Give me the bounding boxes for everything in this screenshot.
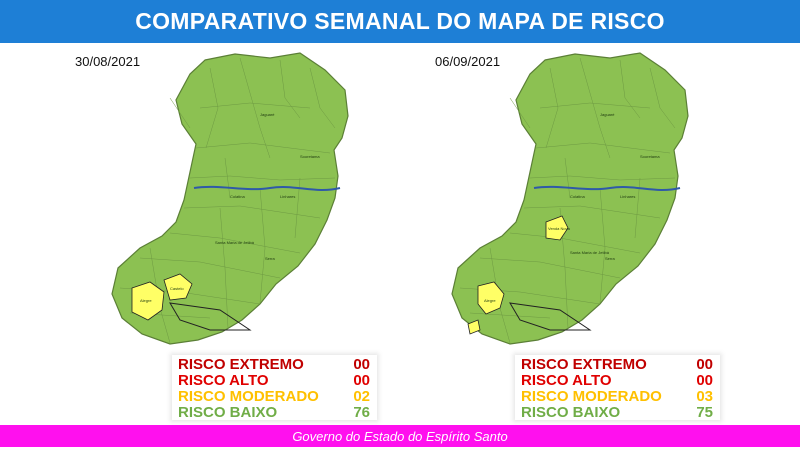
date-right: 06/09/2021 <box>435 54 501 69</box>
risk-map-right: Sooretama Jaguaré Linhares Colatina Sant… <box>450 48 710 353</box>
label-alegre: Alegre <box>140 298 152 303</box>
legend-label: RISCO ALTO <box>178 372 269 389</box>
legend-row-alto: RISCO ALTO 00 <box>521 373 713 389</box>
legend-label: RISCO MODERADO <box>178 388 319 405</box>
municipal-borders <box>119 57 336 344</box>
label-linhares: Linhares <box>280 194 295 199</box>
legend-row-alto: RISCO ALTO 00 <box>178 373 370 389</box>
legend-label: RISCO BAIXO <box>521 404 621 421</box>
label-colatina: Colatina <box>570 194 585 199</box>
region-venda-nova-moderate <box>545 215 569 241</box>
region-highlight-border <box>509 302 592 331</box>
label-castelo: Castelo <box>170 286 184 291</box>
page-title-banner: COMPARATIVO SEMANAL DO MAPA DE RISCO <box>0 0 800 43</box>
legend-value: 00 <box>696 372 713 389</box>
footer-banner: Governo do Estado do Espírito Santo <box>0 425 800 447</box>
legend-label: RISCO EXTREMO <box>178 356 304 373</box>
legend-value: 75 <box>696 404 713 421</box>
legend-label: RISCO MODERADO <box>521 388 662 405</box>
footer-text: Governo do Estado do Espírito Santo <box>292 428 508 444</box>
region-alegre-moderate <box>131 281 165 321</box>
label-sooretama: Sooretama <box>640 154 660 159</box>
legend-label: RISCO ALTO <box>521 372 612 389</box>
legend-row-moderado: RISCO MODERADO 02 <box>178 389 370 405</box>
label-alegre: Alegre <box>484 298 496 303</box>
legend-value: 00 <box>696 356 713 373</box>
label-jaguare: Jaguaré <box>260 112 275 117</box>
region-south-moderate <box>467 319 481 335</box>
risk-map-right-svg: Sooretama Jaguaré Linhares Colatina Sant… <box>451 52 689 345</box>
legend-row-extremo: RISCO EXTREMO 00 <box>178 357 370 373</box>
legend-label: RISCO BAIXO <box>178 404 278 421</box>
label-serra: Serra <box>265 256 276 261</box>
river <box>193 185 341 191</box>
page-title: COMPARATIVO SEMANAL DO MAPA DE RISCO <box>135 8 665 34</box>
legend-value: 00 <box>353 372 370 389</box>
region-highlight-border <box>169 302 252 331</box>
legend-row-baixo: RISCO BAIXO 75 <box>521 405 713 421</box>
risk-map-left: Sooretama Jaguaré Linhares Colatina Sant… <box>110 48 370 353</box>
risk-legend-left: RISCO EXTREMO 00 RISCO ALTO 00 RISCO MOD… <box>172 355 377 421</box>
label-linhares: Linhares <box>620 194 635 199</box>
region-castelo-moderate <box>163 273 193 301</box>
state-outline <box>111 52 349 345</box>
region-alegre-moderate <box>477 281 505 315</box>
river <box>533 185 681 191</box>
legend-value: 02 <box>353 388 370 405</box>
legend-value: 03 <box>696 388 713 405</box>
label-colatina: Colatina <box>230 194 245 199</box>
state-outline <box>451 52 689 345</box>
date-left: 30/08/2021 <box>75 54 141 69</box>
risk-legend-right: RISCO EXTREMO 00 RISCO ALTO 00 RISCO MOD… <box>515 355 720 421</box>
label-sooretama: Sooretama <box>300 154 320 159</box>
label-jaguare: Jaguaré <box>600 112 615 117</box>
legend-value: 76 <box>353 404 370 421</box>
legend-row-baixo: RISCO BAIXO 76 <box>178 405 370 421</box>
legend-value: 00 <box>353 356 370 373</box>
risk-map-left-svg: Sooretama Jaguaré Linhares Colatina Sant… <box>111 52 349 345</box>
label-serra: Serra <box>605 256 616 261</box>
legend-row-extremo: RISCO EXTREMO 00 <box>521 357 713 373</box>
legend-row-moderado: RISCO MODERADO 03 <box>521 389 713 405</box>
label-venda-nova: Venda Nova <box>548 226 571 231</box>
legend-label: RISCO EXTREMO <box>521 356 647 373</box>
label-sm-jetiba: Santa Maria de Jetibá <box>215 240 255 245</box>
label-sm-jetiba: Santa Maria de Jetibá <box>570 250 610 255</box>
